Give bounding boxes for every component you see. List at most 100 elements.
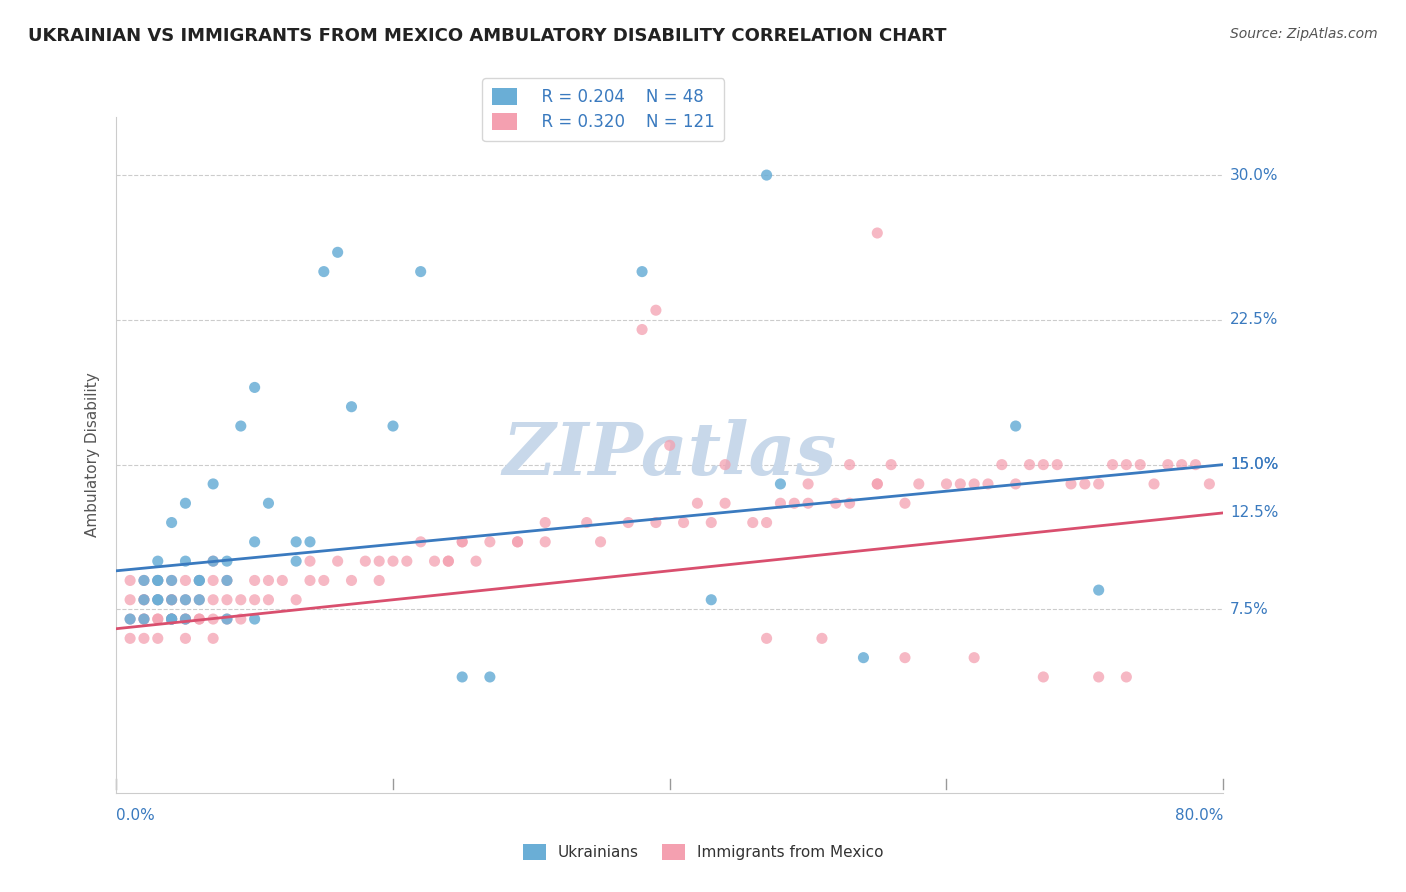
Point	[120, 592, 142, 607]
Point	[1115, 458, 1137, 472]
Point	[478, 534, 501, 549]
Point	[160, 592, 183, 607]
Point	[894, 650, 917, 665]
Point	[1074, 477, 1097, 491]
Point	[451, 534, 474, 549]
Point	[645, 303, 668, 318]
Point	[215, 592, 238, 607]
Point	[368, 554, 391, 568]
Point	[645, 516, 668, 530]
Point	[257, 496, 280, 510]
Point	[1198, 477, 1220, 491]
Point	[1087, 670, 1109, 684]
Point	[146, 592, 169, 607]
Point	[451, 534, 474, 549]
Point	[1087, 583, 1109, 598]
Point	[838, 458, 860, 472]
Point	[935, 477, 957, 491]
Point	[811, 632, 834, 646]
Point	[229, 592, 252, 607]
Text: Source: ZipAtlas.com: Source: ZipAtlas.com	[1230, 27, 1378, 41]
Point	[907, 477, 929, 491]
Point	[174, 592, 197, 607]
Point	[478, 670, 501, 684]
Point	[783, 496, 806, 510]
Point	[298, 574, 321, 588]
Point	[326, 554, 349, 568]
Point	[174, 592, 197, 607]
Point	[174, 496, 197, 510]
Point	[1170, 458, 1192, 472]
Point	[368, 574, 391, 588]
Point	[866, 477, 889, 491]
Point	[202, 632, 225, 646]
Point	[146, 554, 169, 568]
Point	[1115, 670, 1137, 684]
Text: 80.0%: 80.0%	[1175, 808, 1223, 823]
Point	[132, 612, 155, 626]
Point	[160, 574, 183, 588]
Point	[174, 612, 197, 626]
Point	[769, 477, 792, 491]
Y-axis label: Ambulatory Disability: Ambulatory Disability	[86, 373, 100, 537]
Point	[188, 612, 211, 626]
Point	[188, 574, 211, 588]
Point	[755, 168, 778, 182]
Point	[465, 554, 488, 568]
Point	[866, 226, 889, 240]
Point	[949, 477, 972, 491]
Point	[146, 612, 169, 626]
Point	[188, 592, 211, 607]
Point	[880, 458, 903, 472]
Text: 15.0%: 15.0%	[1230, 457, 1278, 472]
Point	[991, 458, 1014, 472]
Point	[838, 496, 860, 510]
Legend: Ukrainians, Immigrants from Mexico: Ukrainians, Immigrants from Mexico	[516, 838, 890, 866]
Text: 15.0%: 15.0%	[1230, 457, 1278, 472]
Point	[146, 574, 169, 588]
Point	[285, 592, 308, 607]
Point	[1032, 458, 1054, 472]
Point	[174, 612, 197, 626]
Point	[146, 592, 169, 607]
Point	[132, 574, 155, 588]
Point	[963, 477, 986, 491]
Point	[409, 264, 432, 278]
Point	[132, 592, 155, 607]
Point	[160, 592, 183, 607]
Point	[257, 592, 280, 607]
Point	[382, 554, 405, 568]
Text: 30.0%: 30.0%	[1230, 168, 1278, 183]
Point	[160, 612, 183, 626]
Point	[120, 612, 142, 626]
Point	[631, 264, 654, 278]
Point	[188, 592, 211, 607]
Point	[202, 554, 225, 568]
Point	[132, 612, 155, 626]
Point	[755, 516, 778, 530]
Point	[160, 516, 183, 530]
Point	[977, 477, 1000, 491]
Point	[202, 554, 225, 568]
Point	[658, 438, 681, 452]
Point	[160, 612, 183, 626]
Point	[326, 245, 349, 260]
Point	[534, 534, 557, 549]
Point	[395, 554, 418, 568]
Point	[714, 458, 737, 472]
Point	[146, 592, 169, 607]
Point	[1018, 458, 1040, 472]
Point	[617, 516, 640, 530]
Point	[188, 574, 211, 588]
Point	[285, 534, 308, 549]
Point	[160, 612, 183, 626]
Point	[824, 496, 846, 510]
Point	[963, 650, 986, 665]
Point	[132, 592, 155, 607]
Point	[120, 612, 142, 626]
Point	[215, 574, 238, 588]
Point	[160, 592, 183, 607]
Point	[229, 612, 252, 626]
Point	[451, 670, 474, 684]
Text: 22.5%: 22.5%	[1230, 312, 1278, 327]
